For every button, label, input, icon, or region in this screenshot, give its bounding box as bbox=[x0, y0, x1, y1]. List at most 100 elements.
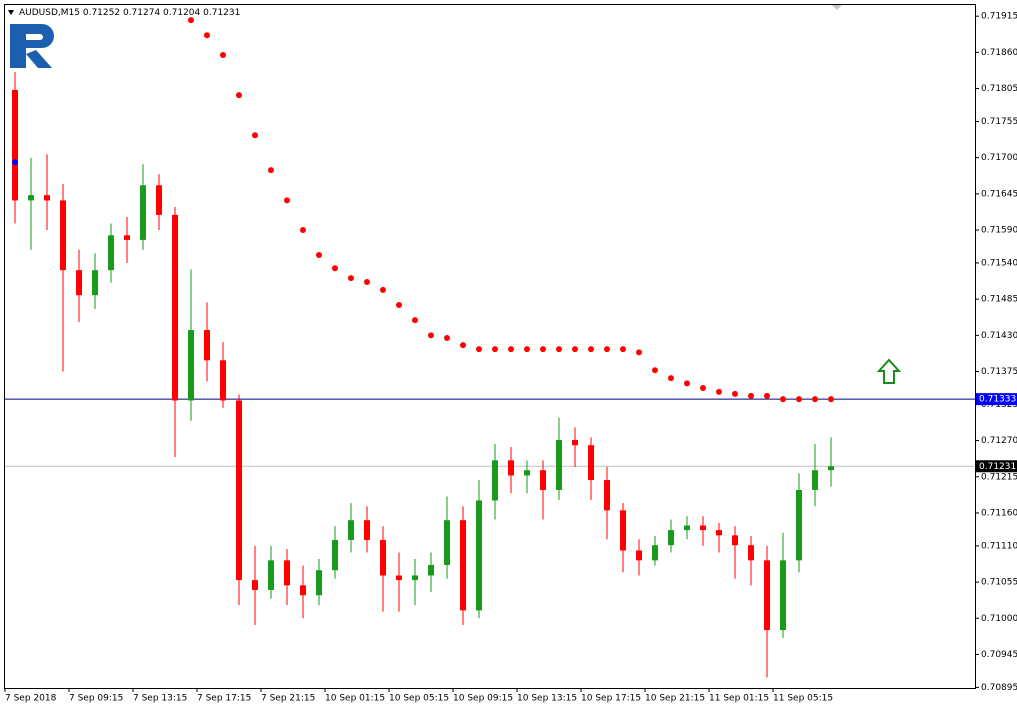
candle-body bbox=[524, 470, 530, 476]
price-label: 0.71231 bbox=[979, 462, 1016, 472]
candle-body bbox=[764, 560, 770, 631]
candle-body bbox=[380, 539, 386, 576]
sar-dot bbox=[476, 346, 482, 353]
sar-dot bbox=[748, 392, 754, 399]
candle-body bbox=[444, 520, 450, 565]
candle-body bbox=[28, 195, 34, 201]
candle-body bbox=[348, 520, 354, 540]
quote-close: 0.71231 bbox=[203, 8, 240, 18]
sar-dot bbox=[220, 52, 226, 59]
sar-dot bbox=[764, 392, 770, 399]
candle-body bbox=[60, 200, 66, 271]
sar-dot bbox=[444, 334, 450, 341]
x-tick-label: 11 Sep 01:15 bbox=[709, 694, 769, 704]
sar-dot bbox=[828, 396, 834, 403]
candle-body bbox=[220, 360, 226, 401]
y-tick-label: 0.70895 bbox=[981, 683, 1017, 693]
candle-body bbox=[252, 580, 258, 590]
candle-body bbox=[428, 564, 434, 576]
sar-dot bbox=[428, 332, 434, 339]
sar-dot bbox=[492, 346, 498, 353]
candle-body bbox=[796, 489, 802, 561]
price-label: 0.71333 bbox=[979, 395, 1016, 405]
sar-dot bbox=[412, 317, 418, 324]
x-tick-label: 7 Sep 09:15 bbox=[69, 694, 123, 704]
sar-dot bbox=[604, 346, 610, 353]
candle-body bbox=[508, 460, 514, 476]
sar-dot bbox=[668, 375, 674, 382]
candle-body bbox=[732, 535, 738, 546]
price-label-box bbox=[976, 460, 1017, 473]
logo bbox=[10, 24, 54, 68]
sar-dot bbox=[684, 380, 690, 387]
candle-body bbox=[12, 89, 18, 201]
sar-dot bbox=[812, 396, 818, 403]
sar-dot bbox=[396, 302, 402, 309]
candle-body bbox=[92, 270, 98, 296]
candle-body bbox=[44, 195, 50, 201]
candle-body bbox=[172, 214, 178, 401]
y-tick-label: 0.71645 bbox=[981, 189, 1017, 199]
y-tick-label: 0.71215 bbox=[981, 472, 1017, 482]
candle-body bbox=[268, 560, 274, 590]
candle-body bbox=[700, 525, 706, 531]
sar-dot bbox=[620, 346, 626, 353]
sar-dot bbox=[12, 159, 18, 166]
x-tick-label: 11 Sep 05:15 bbox=[773, 694, 833, 704]
sar-dot bbox=[188, 17, 194, 24]
y-tick-label: 0.71375 bbox=[981, 367, 1017, 377]
y-tick-label: 0.71755 bbox=[981, 117, 1017, 127]
candle-body bbox=[604, 480, 610, 511]
y-tick-label: 0.70945 bbox=[981, 650, 1017, 660]
sar-dot bbox=[252, 132, 258, 139]
x-tick-label: 10 Sep 13:15 bbox=[517, 694, 577, 704]
candle-body bbox=[636, 550, 642, 561]
candle-body bbox=[124, 235, 130, 240]
candle-body bbox=[780, 560, 786, 631]
candle-body bbox=[412, 575, 418, 581]
y-tick-label: 0.71590 bbox=[981, 226, 1017, 236]
menu-arrow[interactable] bbox=[8, 10, 14, 15]
shift-marker bbox=[832, 5, 842, 10]
x-tick-label: 7 Sep 17:15 bbox=[197, 694, 251, 704]
candle-body bbox=[140, 185, 146, 240]
sar-dot bbox=[732, 390, 738, 397]
candle-body bbox=[652, 545, 658, 561]
candle-body bbox=[300, 585, 306, 596]
y-tick-label: 0.71000 bbox=[981, 614, 1017, 624]
buy-arrow bbox=[876, 358, 902, 384]
sar-dot bbox=[348, 275, 354, 282]
candle-body bbox=[332, 539, 338, 571]
sar-dot bbox=[796, 396, 802, 403]
y-tick-label: 0.71860 bbox=[981, 48, 1017, 58]
sar-dot bbox=[460, 342, 466, 349]
sar-dot bbox=[300, 227, 306, 234]
sar-dot bbox=[700, 384, 706, 391]
sar-dot bbox=[268, 167, 274, 174]
candle-body bbox=[316, 570, 322, 596]
candle-body bbox=[492, 460, 498, 501]
quote-low: 0.71204 bbox=[163, 8, 200, 18]
x-tick-label: 7 Sep 2018 bbox=[5, 694, 57, 704]
symbol: AUDUSD,M15 bbox=[19, 8, 80, 18]
sar-dot bbox=[508, 346, 514, 353]
candle-body bbox=[460, 520, 466, 611]
y-tick-label: 0.71805 bbox=[981, 84, 1017, 94]
quote-open: 0.71252 bbox=[83, 8, 120, 18]
y-tick-label: 0.71430 bbox=[981, 331, 1017, 341]
sar-dot bbox=[636, 349, 642, 356]
sar-dot bbox=[524, 346, 530, 353]
y-tick-label: 0.71270 bbox=[981, 436, 1017, 446]
candle-body bbox=[748, 545, 754, 561]
candle-body bbox=[540, 470, 546, 490]
y-tick-label: 0.71485 bbox=[981, 295, 1017, 305]
y-tick-label: 0.71915 bbox=[981, 12, 1017, 22]
candle-body bbox=[828, 466, 834, 471]
candle-body bbox=[396, 575, 402, 581]
chart-header: AUDUSD,M15 0.71252 0.71274 0.71204 0.712… bbox=[19, 8, 240, 18]
y-tick-label: 0.71055 bbox=[981, 578, 1017, 588]
sar-dot bbox=[780, 396, 786, 403]
